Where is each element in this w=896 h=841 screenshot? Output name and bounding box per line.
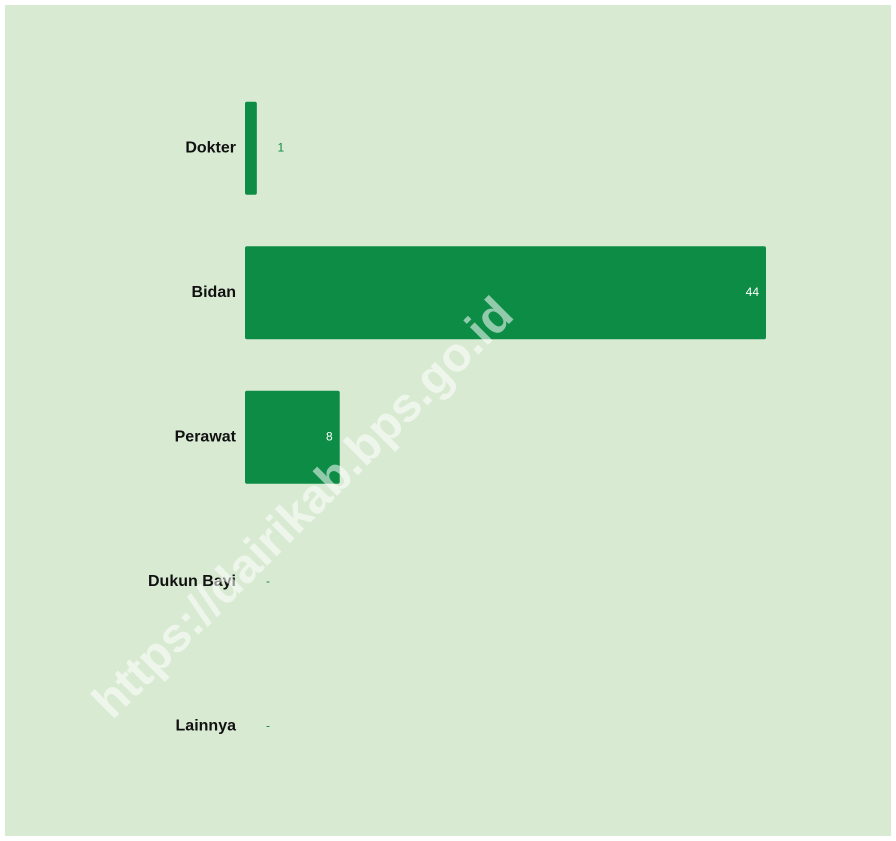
bar [245,246,766,340]
bar [245,101,257,195]
bar [245,390,340,484]
chart-background [5,5,891,836]
value-label: - [266,718,270,732]
value-label: 1 [277,140,284,154]
category-label: Perawat [175,428,237,445]
category-label: Lainnya [176,717,237,734]
category-label: Dukun Bayi [148,573,236,590]
category-label: Bidan [192,284,236,301]
value-label: 8 [326,429,333,443]
value-label: - [266,574,270,588]
value-label: 44 [746,285,760,299]
category-label: Dokter [185,139,236,156]
